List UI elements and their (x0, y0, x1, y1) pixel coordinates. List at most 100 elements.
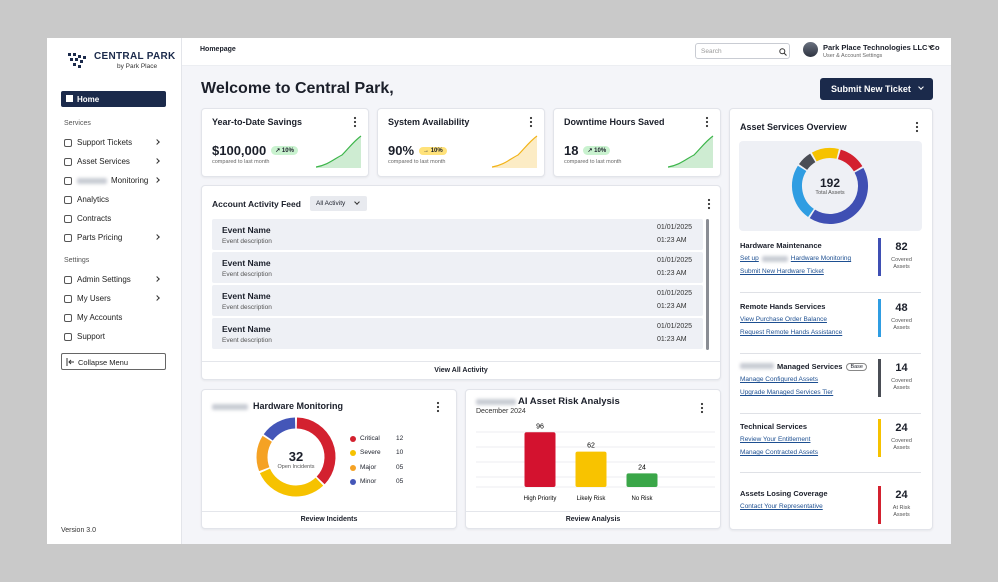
redacted-text (740, 363, 774, 369)
search-placeholder: Search (701, 47, 722, 55)
kebab-menu[interactable] (700, 402, 704, 414)
kpi-card: Year-to-Date Savings $100,000 ↗ 10% compare… (201, 108, 369, 177)
home-button[interactable]: Home (61, 91, 166, 107)
nav-item[interactable]: My Accounts (77, 313, 123, 322)
welcome-title: Welcome to Central Park, (201, 80, 394, 97)
service-count: 14 (895, 362, 908, 374)
nav-item[interactable]: Parts Pricing (77, 233, 123, 242)
activity-filter[interactable]: All Activity (310, 196, 367, 211)
activity-footer[interactable]: View All Activity (434, 367, 488, 374)
nav-icon (64, 276, 72, 284)
kpi-title: System Availability (388, 117, 470, 127)
donut-segment (256, 435, 273, 472)
event-description: Event description (222, 238, 272, 245)
link-text: Manage Configured Assets (740, 376, 819, 383)
nav-item[interactable]: Admin Settings (77, 275, 131, 284)
nav-item[interactable]: Monitoring (111, 176, 149, 185)
nav-icon (64, 314, 72, 322)
service-link[interactable]: Set up Hardware Monitoring (740, 255, 851, 262)
kpi-note: compared to last month (212, 159, 270, 165)
redacted-text (761, 255, 788, 262)
nav-item[interactable]: My Users (77, 294, 111, 303)
event-row[interactable]: Event Name Event description 01/01/2025 01:… (212, 219, 703, 250)
collapse-button[interactable]: Collapse Menu (61, 353, 166, 370)
kebab-menu[interactable] (353, 116, 357, 128)
nav-item[interactable]: Analytics (77, 195, 110, 204)
avatar[interactable] (803, 42, 818, 57)
kpi-value: 18 (564, 143, 579, 158)
nav-item[interactable]: Support Tickets (77, 138, 133, 147)
legend-label: Minor (360, 477, 377, 485)
collapse-label: Collapse Menu (78, 357, 129, 367)
divider (740, 413, 921, 414)
chart: 96 High Priority 62 Likely Risk 24 No Risk (476, 423, 715, 502)
service-link[interactable]: Upgrade Managed Services Tier (740, 389, 833, 396)
bar-value: 96 (536, 423, 544, 430)
risk-title: AI Asset Risk Analysis (518, 396, 620, 407)
chart (256, 417, 336, 497)
nav-icon (64, 333, 72, 341)
event-description: Event description (222, 337, 272, 344)
filter-label: All Activity (316, 200, 346, 207)
count-box: 82 Covered Assets (878, 238, 922, 276)
center-label: Open Incidents (277, 464, 315, 470)
sidebar (47, 38, 182, 544)
menu-dot (700, 402, 704, 406)
bar (524, 432, 556, 487)
kebab-menu[interactable] (915, 121, 919, 133)
service-title-text: Technical Services (740, 422, 807, 431)
kebab-menu[interactable] (705, 116, 709, 128)
trend-area (668, 136, 713, 168)
kebab-menu[interactable] (436, 401, 440, 413)
bar-label: No Risk (631, 496, 653, 502)
service-link[interactable]: View Purchase Order Balance (740, 316, 827, 323)
donut-segment (809, 167, 868, 224)
asset-title: Asset Services Overview (740, 122, 847, 132)
bar-value: 24 (638, 464, 646, 471)
kpi-title: Downtime Hours Saved (564, 117, 665, 127)
event-row[interactable]: Event Name Event description 01/01/2025 01:… (212, 252, 703, 283)
user-name[interactable]: Park Place Technologies LLC Co (823, 43, 940, 52)
event-row[interactable]: Event Name Event description 01/01/2025 01:… (212, 285, 703, 316)
nav-icon (64, 215, 72, 223)
menu-dot (915, 125, 919, 129)
trend-area (492, 136, 537, 168)
donut-segment (263, 417, 296, 441)
service-link[interactable]: Review Your Entitlement (740, 436, 810, 443)
hardware-footer[interactable]: Review Incidents (300, 516, 358, 523)
count-label: Covered Assets (891, 438, 912, 451)
menu-dot (436, 401, 440, 405)
count-label: Covered Assets (891, 378, 912, 391)
divider (740, 472, 921, 473)
risk-footer[interactable]: Review Analysis (565, 516, 621, 523)
kpi-note: compared to last month (564, 159, 622, 165)
menu-dot (707, 206, 711, 210)
legend-value: 05 (396, 463, 404, 471)
home-label: Home (77, 94, 100, 104)
submit-ticket-button[interactable]: Submit New Ticket (820, 78, 933, 100)
menu-dot (705, 116, 709, 120)
kebab-menu[interactable] (529, 116, 533, 128)
service-title-text: Assets Losing Coverage (740, 489, 828, 498)
event-time: 01:23 AM (657, 303, 687, 310)
service-link[interactable]: Contact Your Representative (740, 503, 823, 510)
nav-item[interactable]: Support (77, 332, 106, 341)
donut-segment (837, 149, 863, 172)
service-link[interactable]: Manage Contracted Assets (740, 449, 818, 456)
service-link[interactable]: Submit New Hardware Ticket (740, 268, 824, 275)
event-row[interactable]: Event Name Event description 01/01/2025 01:… (212, 318, 703, 349)
legend-value: 10 (396, 449, 404, 457)
chart (492, 135, 538, 168)
search-box[interactable]: Search (695, 43, 790, 59)
nav-item[interactable]: Contracts (77, 214, 112, 223)
nav-icon (64, 295, 72, 303)
bar-label: High Priority (524, 496, 557, 502)
user-subtitle: User & Account Settings (823, 53, 883, 59)
kebab-menu[interactable] (707, 198, 711, 210)
service-link[interactable]: Request Remote Hands Assistance (740, 329, 842, 336)
nav-item[interactable]: Asset Services (77, 157, 130, 166)
donut-segment (792, 165, 815, 218)
top-bar (182, 38, 951, 66)
service-link[interactable]: Manage Configured Assets (740, 376, 818, 383)
link-text: Upgrade Managed Services Tier (740, 389, 834, 396)
